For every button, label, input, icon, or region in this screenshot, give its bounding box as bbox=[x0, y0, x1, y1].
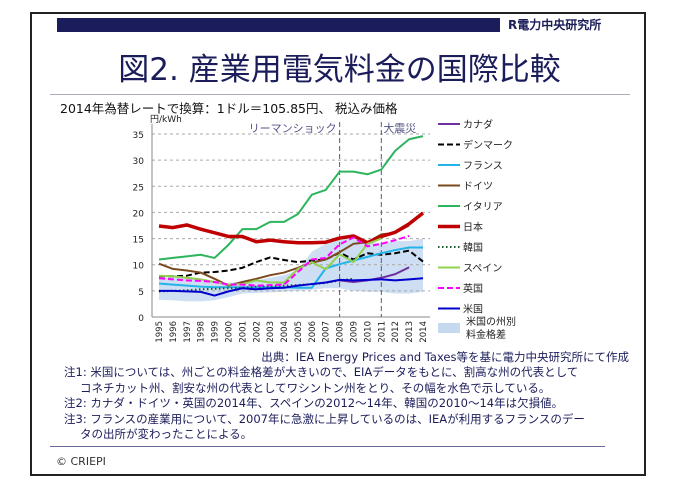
title-divider bbox=[50, 94, 630, 95]
x-tick-label: 2008 bbox=[336, 321, 346, 343]
x-tick-label: 2010 bbox=[363, 321, 373, 343]
legend-label: フランス bbox=[463, 160, 503, 172]
chart-subtitle: 2014年為替レートで換算：1ドル＝105.85円、 税込み価格 bbox=[60, 101, 398, 116]
series-line-8 bbox=[158, 234, 410, 287]
x-tick-label: 2002 bbox=[252, 321, 262, 343]
x-tick-label: 1999 bbox=[211, 321, 221, 343]
note-1-cont: コネチカット州、割安な州の代表としてワシントン州をとり、その幅を水色で示している… bbox=[80, 380, 551, 395]
legend-label: ドイツ bbox=[463, 182, 493, 193]
criepi-logo: R電力中央研究所 bbox=[508, 18, 602, 32]
series-line-5 bbox=[158, 211, 425, 245]
y-tick-label: 5 bbox=[138, 288, 144, 298]
footer-divider bbox=[50, 446, 605, 447]
copyright: © CRIEPI bbox=[56, 455, 106, 468]
series-line-7 bbox=[158, 237, 382, 286]
y-tick-label: 15 bbox=[133, 236, 144, 246]
x-tick-label: 1997 bbox=[183, 321, 193, 343]
legend-label: カナダ bbox=[463, 118, 493, 131]
legend-label: 日本 bbox=[463, 221, 483, 234]
x-tick-label: 1996 bbox=[169, 321, 179, 343]
x-tick-label: 2001 bbox=[238, 321, 248, 343]
x-tick-label: 2006 bbox=[308, 321, 318, 343]
y-tick-label: 30 bbox=[133, 157, 145, 167]
x-tick-label: 2005 bbox=[294, 321, 304, 343]
legend-label: 韓国 bbox=[463, 242, 483, 254]
x-tick-label: 2014 bbox=[419, 321, 429, 343]
x-tick-label: 2004 bbox=[280, 321, 290, 343]
source-note: 出典：IEA Energy Prices and Taxes等を基に電力中央研究… bbox=[261, 350, 629, 364]
slide-title: 図2. 産業用電気料金の国際比較 bbox=[118, 52, 561, 88]
x-tick-label: 1998 bbox=[197, 321, 207, 343]
x-tick-label: 2009 bbox=[350, 321, 360, 343]
x-tick-label: 2012 bbox=[391, 321, 401, 343]
y-tick-label: 20 bbox=[133, 209, 145, 219]
legend-label: 米国 bbox=[463, 303, 483, 316]
x-tick-label: 2003 bbox=[266, 321, 276, 343]
us-state-range-band bbox=[159, 238, 423, 302]
note-1: 注1: 米国については、州ごとの料金格差が大きいので、EIAデータをもとに、割高… bbox=[64, 365, 579, 379]
series-line-4 bbox=[158, 135, 424, 261]
note-2: 注2: カナダ・ドイツ・英国の2014年、スペインの2012～14年、韓国の20… bbox=[64, 396, 564, 410]
notes: 注1: 米国については、州ごとの料金格差が大きいので、EIAデータをもとに、割高… bbox=[64, 365, 585, 443]
legend-label: 料金格差 bbox=[466, 328, 506, 341]
series-line-6 bbox=[158, 277, 354, 293]
slide-frame bbox=[30, 12, 646, 476]
x-tick-label: 2011 bbox=[377, 321, 387, 343]
legend-label: デンマーク bbox=[463, 139, 513, 152]
y-tick-label: 25 bbox=[133, 183, 144, 193]
x-tick-label: 2013 bbox=[405, 321, 415, 343]
y-tick-label: 0 bbox=[138, 314, 144, 324]
x-tick-label: 1995 bbox=[155, 321, 165, 343]
event-label: リーマンショック bbox=[249, 122, 337, 135]
y-tick-label: 10 bbox=[133, 262, 145, 272]
series-line-9 bbox=[159, 277, 424, 297]
x-tick-label: 2007 bbox=[322, 321, 332, 343]
note-3: 注3: フランスの産業用について、2007年に急激に上昇しているのは、IEAが利… bbox=[64, 411, 585, 426]
legend-label: 英国 bbox=[463, 282, 483, 295]
header-bar bbox=[57, 18, 500, 32]
legend-label: 米国の州別 bbox=[466, 315, 516, 328]
y-axis-label: 円/kWh bbox=[150, 114, 182, 125]
note-3-cont: タの出所が変わったことによる。 bbox=[80, 427, 253, 441]
event-label: 大震災 bbox=[383, 121, 416, 135]
legend-swatch-band bbox=[438, 323, 460, 333]
x-tick-label: 2000 bbox=[224, 321, 234, 343]
y-tick-label: 35 bbox=[133, 131, 144, 141]
legend-label: スペイン bbox=[463, 264, 502, 275]
legend-label: イタリア bbox=[463, 201, 503, 213]
